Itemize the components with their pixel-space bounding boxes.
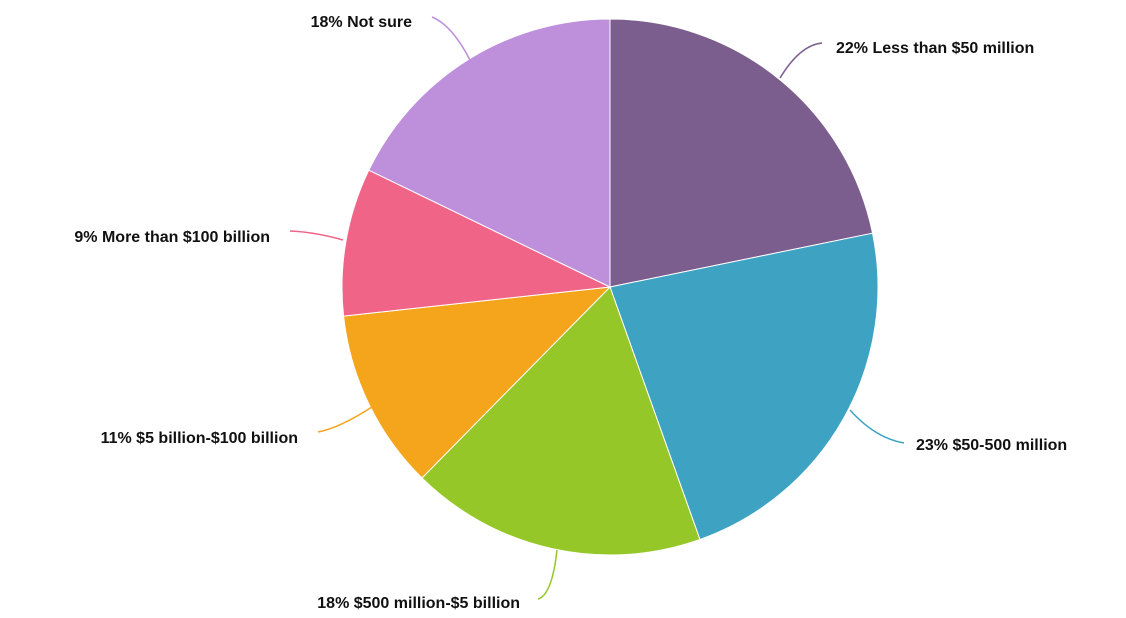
pie-slice-1 [609,18,874,288]
slice-label-1: 22% Less than $50 million [836,40,1034,57]
pie-slice-5 [341,169,612,317]
pie-slice-4 [343,286,612,479]
pie-slice-6 [368,18,611,288]
slice-label-2: 23% $50-500 million [916,437,1067,454]
slice-label-4: 11% $5 billion-$100 billion [101,430,298,447]
leader-line-5 [289,230,344,241]
slices-layer [341,18,879,556]
leader-line-2 [849,409,905,444]
pie-slice-3 [421,286,701,556]
slice-label-3: 18% $500 million-$5 billion [317,595,520,612]
leader-line-3 [537,549,558,600]
slice-label-5: 9% More than $100 billion [74,229,270,246]
slice-label-6: 18% Not sure [311,14,412,31]
leader-line-1 [779,42,823,79]
pie-slice-2 [609,232,879,541]
leader-line-4 [317,404,376,433]
leader-line-6 [431,16,471,61]
labels-layer: 22% Less than $50 million 23% $50-500 mil… [74,14,1067,612]
leader-lines-layer [289,16,905,600]
